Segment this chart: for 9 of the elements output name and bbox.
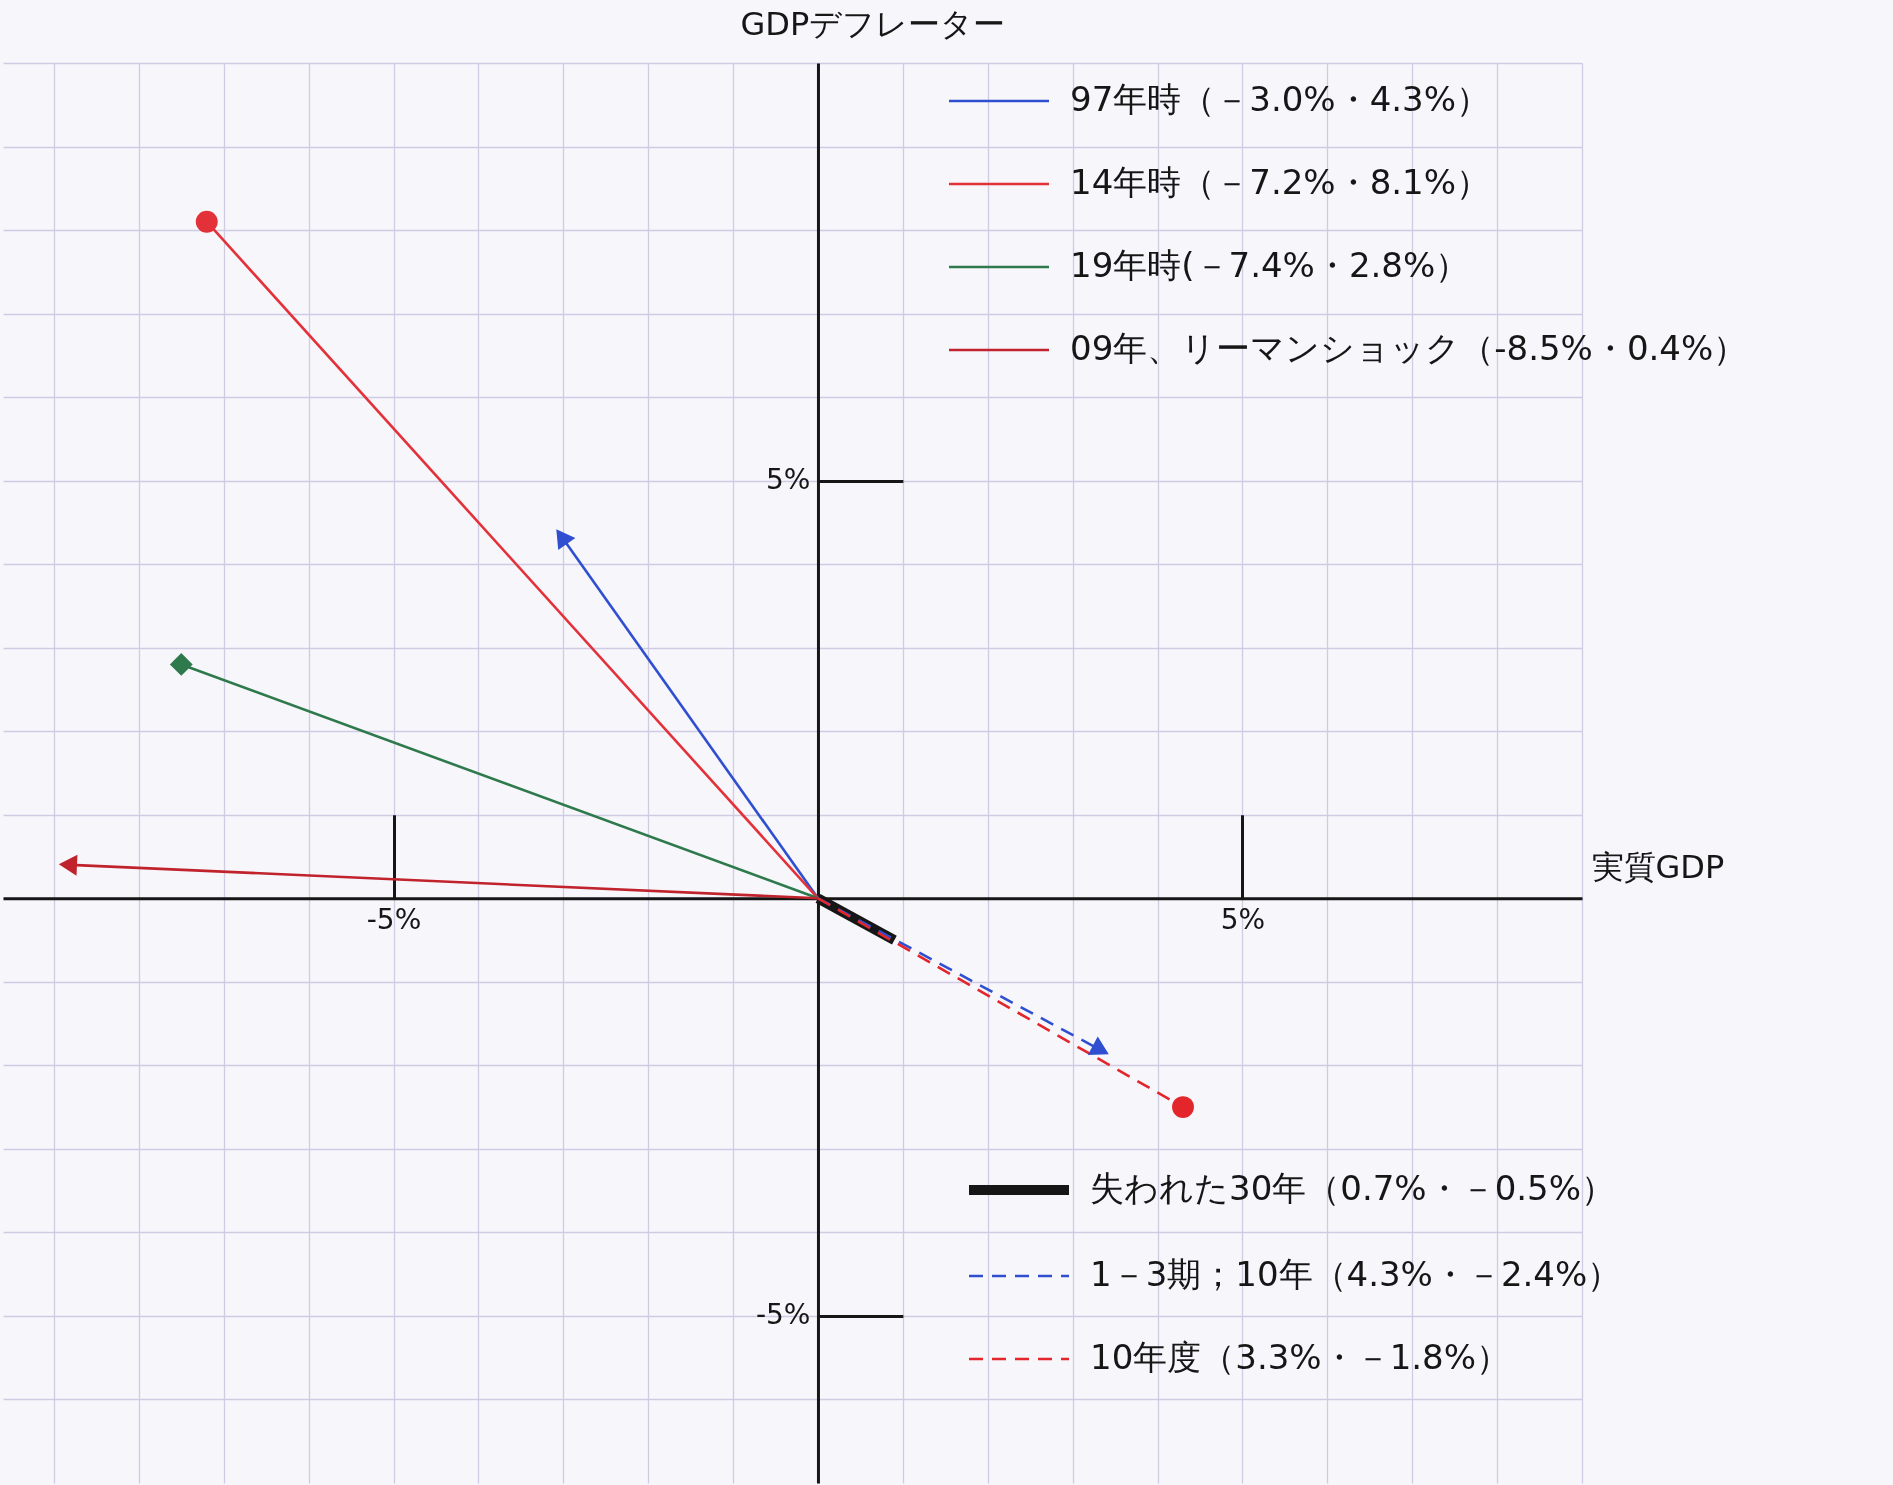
legend-label: 09年、リーマンショック（-8.5%・0.4%） — [1070, 328, 1748, 368]
legend-label: 1－3期；10年（4.3%・－2.4%） — [1090, 1254, 1622, 1294]
legend-label: 97年時（－3.0%・4.3%） — [1070, 79, 1491, 119]
x-axis-title: 実質GDP — [1591, 847, 1725, 886]
legend-label: 失われた30年（0.7%・－0.5%） — [1090, 1168, 1616, 1208]
y-axis-title: GDPデフレーター — [740, 4, 1006, 43]
legend-label: 14年時（－7.2%・8.1%） — [1070, 162, 1491, 202]
legend-label: 10年度（3.3%・－1.8%） — [1090, 1337, 1511, 1377]
legend-label: 19年時(－7.4%・2.8%） — [1070, 245, 1470, 285]
